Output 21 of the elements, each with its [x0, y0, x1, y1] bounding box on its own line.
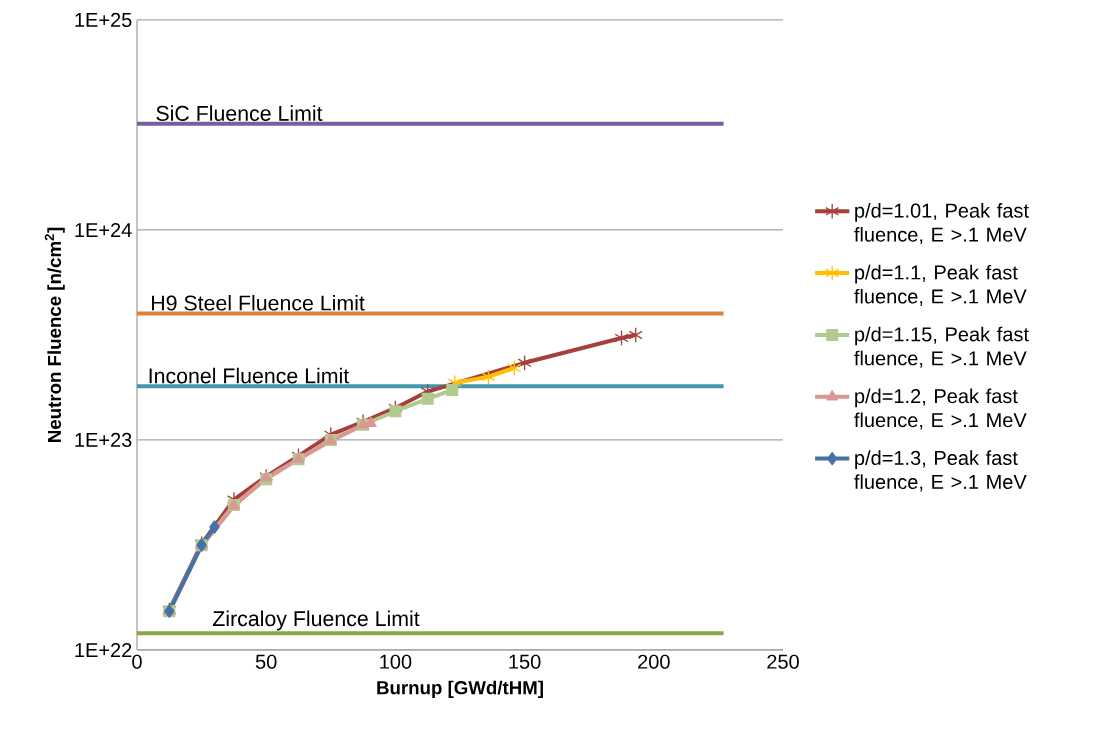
legend-label: p/d=1.01, Peak fast fluence, E >.1 MeV	[854, 203, 1029, 245]
x-tick-label: 250	[767, 654, 799, 669]
x-tick-label: 100	[380, 654, 412, 669]
annotation: Zircaloy Fluence Limit	[212, 610, 420, 631]
y-axis-title: Neutron Fluence [n/cm$^{2}$]	[44, 227, 65, 442]
annotation: Inconel Fluence Limit	[149, 367, 350, 384]
annotation: SiC Fluence Limit	[156, 105, 323, 121]
legend-label: p/d=1.1, Peak fast fluence, E >.1 MeV	[854, 264, 1027, 306]
y-tick-label: 1E+23	[75, 432, 132, 448]
legend-label: p/d=1.2, Peak fast fluence, E >.1 MeV	[854, 388, 1027, 430]
x-axis-title: Burnup [GWd/tHM]	[377, 680, 543, 699]
x-tick-label: 200	[638, 654, 670, 669]
y-tick-label: 1E+25	[75, 12, 132, 28]
legend-label: p/d=1.3, Peak fast fluence, E >.1 MeV	[854, 450, 1027, 492]
x-tick-label: 0	[132, 654, 142, 669]
legend-label: p/d=1.15, Peak fast fluence, E >.1 MeV	[854, 326, 1029, 368]
y-tick-label: 1E+22	[75, 642, 132, 657]
annotation: H9 Steel Fluence Limit	[152, 294, 365, 311]
x-tick-label: 50	[255, 654, 277, 669]
y-tick-label: 1E+24	[75, 222, 132, 237]
x-tick-label: 150	[509, 654, 541, 669]
